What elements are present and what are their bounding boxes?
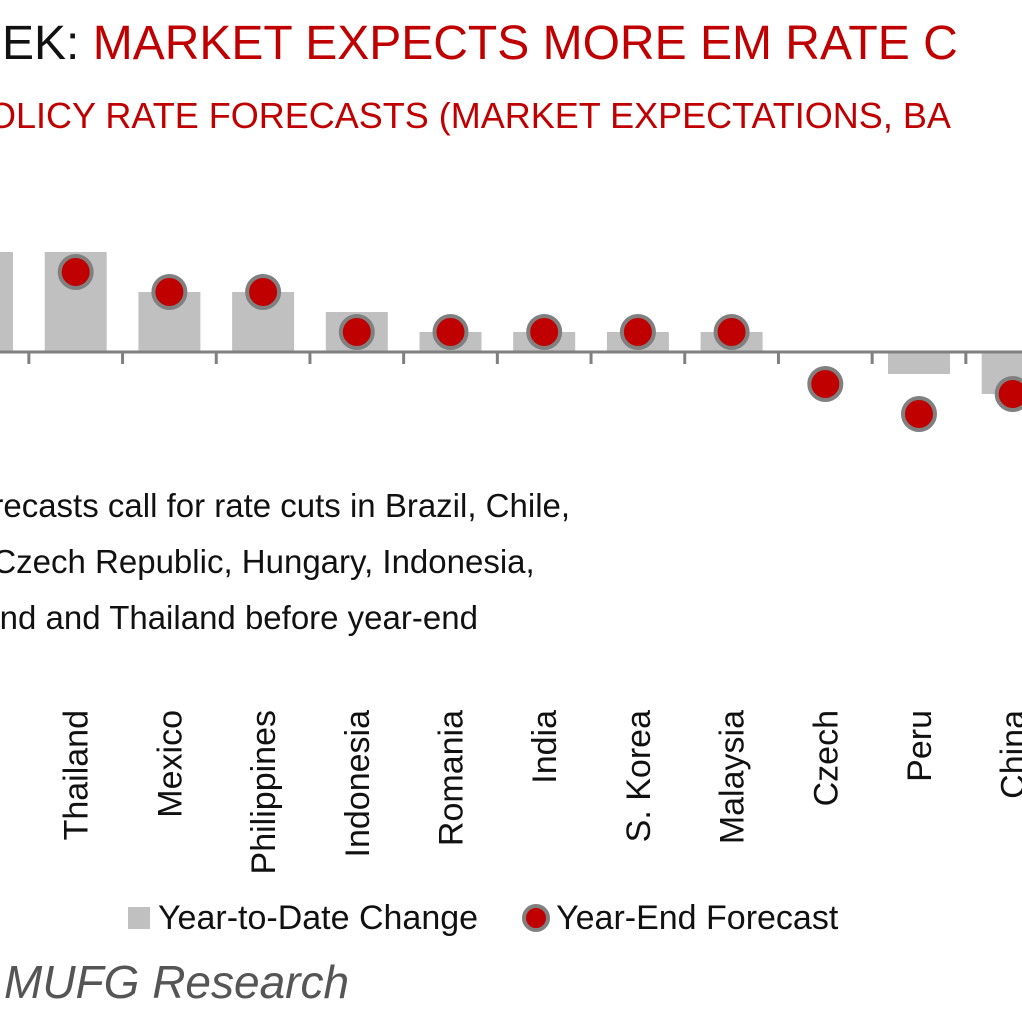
chart-title: EEK: MARKET EXPECTS MORE EM RATE C [0,14,958,74]
category-label-romania: Romania [433,710,471,846]
bar-unlabeled [0,252,13,352]
annotation-line: orecasts call for rate cuts in Brazil, C… [0,487,571,524]
forecast-dot-philippines [245,274,282,310]
forecast-dot-china [994,376,1022,412]
category-label-philippines: Philippines [245,710,283,874]
source-credit: MUFG Research [4,956,350,1008]
legend-item-ytd: Year-to-Date Change [128,899,478,938]
forecast-dot-peru [901,396,937,432]
chart-legend: Year-to-Date Change Year-End Forecast [128,890,838,946]
category-labels-layer: Thailand Mexico Philippines Indonesia Romani… [58,710,1022,875]
chart-subtitle: OLICY RATE FORECASTS (MARKET EXPECTATION… [0,95,951,136]
category-label-s-korea: S. Korea [620,710,658,842]
category-label-india: India [526,710,564,784]
bars-layer [0,252,1022,394]
category-label-china: China [995,710,1022,799]
category-label-czech: Czech [807,710,845,806]
category-label-mexico: Mexico [151,710,189,818]
forecast-dot-czech [807,366,844,402]
forecast-dot-indonesia [338,314,375,350]
legend-label-forecast: Year-End Forecast [556,898,839,937]
chart-annotation: orecasts call for rate cuts in Brazil, C… [0,478,570,646]
legend-label-ytd: Year-to-Date Change [158,898,479,937]
forecast-dot-india [526,314,563,350]
annotation-line: land and Thailand before year-end [0,599,478,636]
annotation-line: , Czech Republic, Hungary, Indonesia, [0,543,535,580]
legend-dot-swatch [522,904,551,932]
dots-layer [57,254,1022,432]
category-label-thailand: Thailand [58,710,96,840]
forecast-dot-malaysia [713,314,750,350]
forecast-dot-romania [432,314,469,350]
bar-peru [888,352,950,374]
forecast-dot-thailand [57,254,94,290]
chart-title-main: MARKET EXPECTS MORE EM RATE C [92,17,958,70]
forecast-dot-mexico [151,274,188,310]
category-label-malaysia: Malaysia [714,710,752,844]
chart-title-prefix: EEK: [0,17,80,70]
legend-item-forecast: Year-End Forecast [478,899,838,938]
category-label-peru: Peru [901,710,939,782]
forecast-dot-s-korea [619,314,656,350]
legend-bar-swatch [128,907,150,929]
category-label-indonesia: Indonesia [339,710,377,858]
axis-layer [0,350,1022,364]
